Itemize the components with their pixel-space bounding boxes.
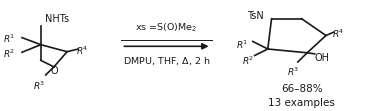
Text: $R^4$: $R^4$ (76, 44, 89, 57)
Text: NHTs: NHTs (45, 14, 69, 24)
Text: $R^1$: $R^1$ (3, 33, 16, 45)
Text: $R^2$: $R^2$ (3, 47, 15, 59)
Text: $R^2$: $R^2$ (242, 54, 254, 67)
Text: $R^3$: $R^3$ (33, 79, 45, 92)
Text: $R^1$: $R^1$ (236, 39, 248, 51)
Text: TsN: TsN (247, 11, 264, 21)
Text: $R^4$: $R^4$ (332, 28, 344, 40)
Text: O: O (50, 66, 58, 76)
Text: xs =S(O)Me$_2$: xs =S(O)Me$_2$ (135, 21, 198, 34)
Text: OH: OH (315, 53, 330, 63)
Text: DMPU, THF, $\Delta$, 2 h: DMPU, THF, $\Delta$, 2 h (123, 55, 210, 67)
Text: $R^3$: $R^3$ (287, 66, 299, 78)
Text: 13 examples: 13 examples (268, 98, 335, 108)
Text: 66–88%: 66–88% (281, 83, 322, 93)
